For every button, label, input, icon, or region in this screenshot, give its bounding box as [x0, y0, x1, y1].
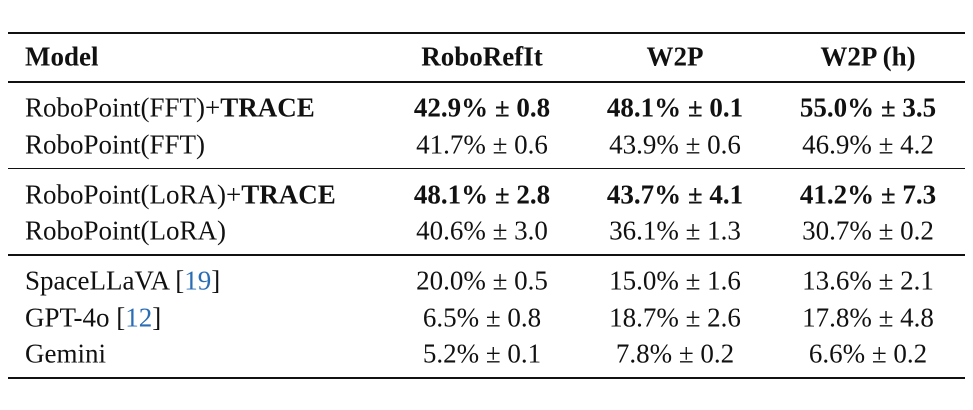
header-cell: W2P: [646, 41, 704, 72]
value-cell: 40.6% ± 3.0: [416, 215, 548, 246]
model-name: RoboPoint(FFT): [25, 129, 206, 159]
value-cell: 20.0% ± 0.5: [416, 265, 548, 296]
value-cell: 41.7% ± 0.6: [416, 129, 548, 159]
value-cell: 48.1% ± 0.1: [606, 92, 744, 123]
rule: [8, 376, 965, 380]
header-cell: W2P (h): [820, 41, 916, 72]
value-cell: 41.2% ± 7.3: [799, 179, 937, 209]
model-name: GPT-4o [: [25, 302, 126, 332]
model-name: RoboPoint(FFT)+: [25, 92, 221, 123]
model-cell: GPT-4o [12]: [25, 304, 161, 331]
value-cell: 5.2% ± 0.1: [422, 338, 542, 369]
model-name: TRACE: [220, 92, 315, 123]
rule: [8, 31, 965, 35]
value-cell: 6.5% ± 0.8: [422, 302, 542, 332]
model-cell: RoboPoint(FFT): [25, 131, 205, 158]
value-cell: 43.7% ± 4.1: [606, 179, 744, 209]
model-cell: RoboPoint(LoRA)+TRACE: [25, 181, 336, 208]
value-cell: 46.9% ± 4.2: [802, 129, 934, 159]
rule: [8, 81, 965, 83]
value-cell: 55.0% ± 3.5: [799, 92, 937, 123]
model-name: ]: [152, 302, 162, 332]
model-name: SpaceLLaVA [: [25, 265, 185, 296]
value-cell: 36.1% ± 1.3: [609, 215, 741, 246]
value-cell: 43.9% ± 0.6: [609, 129, 741, 159]
header-cell: Model: [25, 41, 99, 72]
model-cell: SpaceLLaVA [19]: [25, 265, 221, 296]
value-cell: 18.7% ± 2.6: [609, 302, 741, 332]
model-cell: RoboPoint(LoRA): [25, 215, 227, 246]
model-name: RoboPoint(LoRA): [25, 215, 227, 246]
header-cell: RoboRefIt: [421, 41, 543, 72]
value-cell: 15.0% ± 1.6: [609, 265, 741, 296]
value-cell: 42.9% ± 0.8: [413, 92, 551, 123]
value-cell: 48.1% ± 2.8: [413, 179, 551, 209]
model-name: TRACE: [241, 179, 336, 209]
value-cell: 30.7% ± 0.2: [802, 215, 934, 246]
value-cell: 7.8% ± 0.2: [615, 338, 735, 369]
citation[interactable]: 12: [125, 302, 153, 332]
model-cell: RoboPoint(FFT)+TRACE: [25, 92, 315, 123]
value-cell: 17.8% ± 4.8: [802, 302, 934, 332]
value-cell: 6.6% ± 0.2: [808, 338, 928, 369]
model-name: Gemini: [25, 338, 106, 369]
model-name: RoboPoint(LoRA)+: [25, 179, 242, 209]
value-cell: 13.6% ± 2.1: [802, 265, 934, 296]
rule: [8, 167, 965, 170]
model-name: ]: [211, 265, 221, 296]
model-cell: Gemini: [25, 338, 106, 369]
citation[interactable]: 19: [184, 265, 212, 296]
rule: [8, 254, 965, 256]
